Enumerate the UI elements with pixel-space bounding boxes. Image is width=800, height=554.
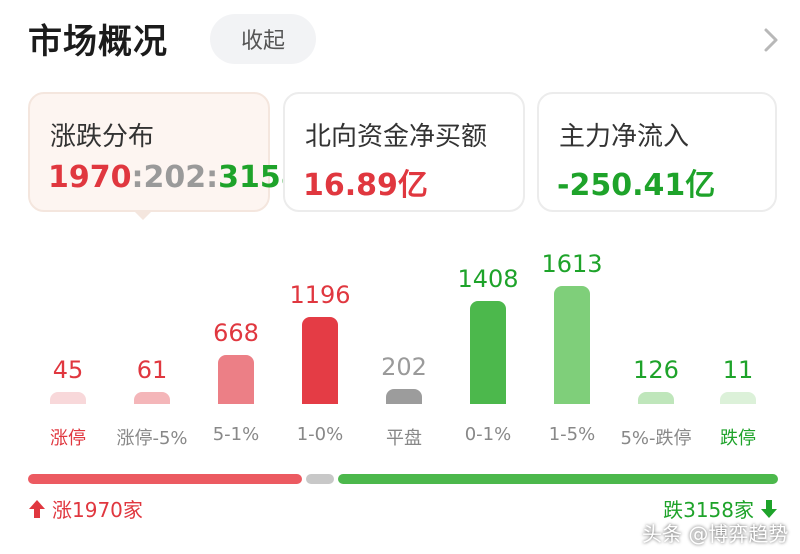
active-card-pointer xyxy=(133,210,153,220)
arrow-up-icon xyxy=(29,499,45,518)
bar xyxy=(638,392,674,404)
collapse-button[interactable]: 收起 xyxy=(210,14,316,64)
bar-value-label: 126 xyxy=(633,356,679,384)
ratio-bar-flat xyxy=(306,474,335,484)
bar xyxy=(470,301,506,404)
bar-category-label: 跌停 xyxy=(720,428,756,449)
bar-value-label: 202 xyxy=(381,353,427,381)
ratio-bar-up xyxy=(28,474,303,484)
bar xyxy=(554,286,590,404)
ratio-bar-down xyxy=(338,474,778,484)
arrow-down-icon xyxy=(761,499,777,518)
card-northbound-net-buy[interactable]: 北向资金净买额 16.89亿 xyxy=(283,92,525,212)
bar-category-label: 平盘 xyxy=(386,428,422,449)
bar-category-label: 1-5% xyxy=(548,424,596,445)
market-overview-header: 市场概况 收起 xyxy=(0,0,800,80)
chevron-right-icon[interactable] xyxy=(760,26,782,54)
ratio-separator: : xyxy=(206,160,219,195)
bar xyxy=(302,317,338,404)
bar-category-label: 5-1% xyxy=(212,424,260,445)
up-total: 涨1970家 xyxy=(28,494,143,523)
down-total: 跌3158家 xyxy=(663,494,778,523)
ratio-separator: : xyxy=(131,160,144,195)
bar xyxy=(720,392,756,404)
flat-count: 202 xyxy=(143,160,207,195)
page-title: 市场概况 xyxy=(28,22,168,62)
bar-value-label: 1613 xyxy=(541,250,603,278)
bar-value-label: 668 xyxy=(213,319,259,347)
bar-value-label: 11 xyxy=(722,356,754,384)
card-label: 主力净流入 xyxy=(559,122,690,152)
bar xyxy=(218,355,254,404)
bar-category-label: 涨停 xyxy=(50,428,86,449)
main-inflow-value: -250.41亿 xyxy=(557,168,716,203)
bar xyxy=(50,392,86,404)
bar xyxy=(134,392,170,404)
bar-category-label: 0-1% xyxy=(464,424,512,445)
watermark: 头条 @博弈趋势 xyxy=(642,522,789,546)
card-main-net-inflow[interactable]: 主力净流入 -250.41亿 xyxy=(537,92,777,212)
bar-category-label: 1-0% xyxy=(296,424,344,445)
card-label: 涨跌分布 xyxy=(50,122,155,152)
bar-category-label: 涨停-5% xyxy=(116,428,188,449)
bar-category-label: 5%-跌停 xyxy=(620,428,692,449)
bar-value-label: 45 xyxy=(52,356,84,384)
bar-value-label: 61 xyxy=(136,356,168,384)
rise-fall-ratio: 1970:202:3158 xyxy=(48,160,302,195)
card-rise-fall-distribution[interactable]: 涨跌分布 1970:202:3158 xyxy=(28,92,302,212)
bar-value-label: 1196 xyxy=(289,281,351,309)
bar xyxy=(386,389,422,404)
bar-value-label: 1408 xyxy=(457,265,519,293)
up-total-label: 涨1970家 xyxy=(52,498,143,522)
up-count: 1970 xyxy=(48,160,132,195)
down-total-label: 跌3158家 xyxy=(663,498,754,522)
northbound-value: 16.89亿 xyxy=(303,168,428,203)
card-label: 北向资金净买额 xyxy=(305,122,488,152)
